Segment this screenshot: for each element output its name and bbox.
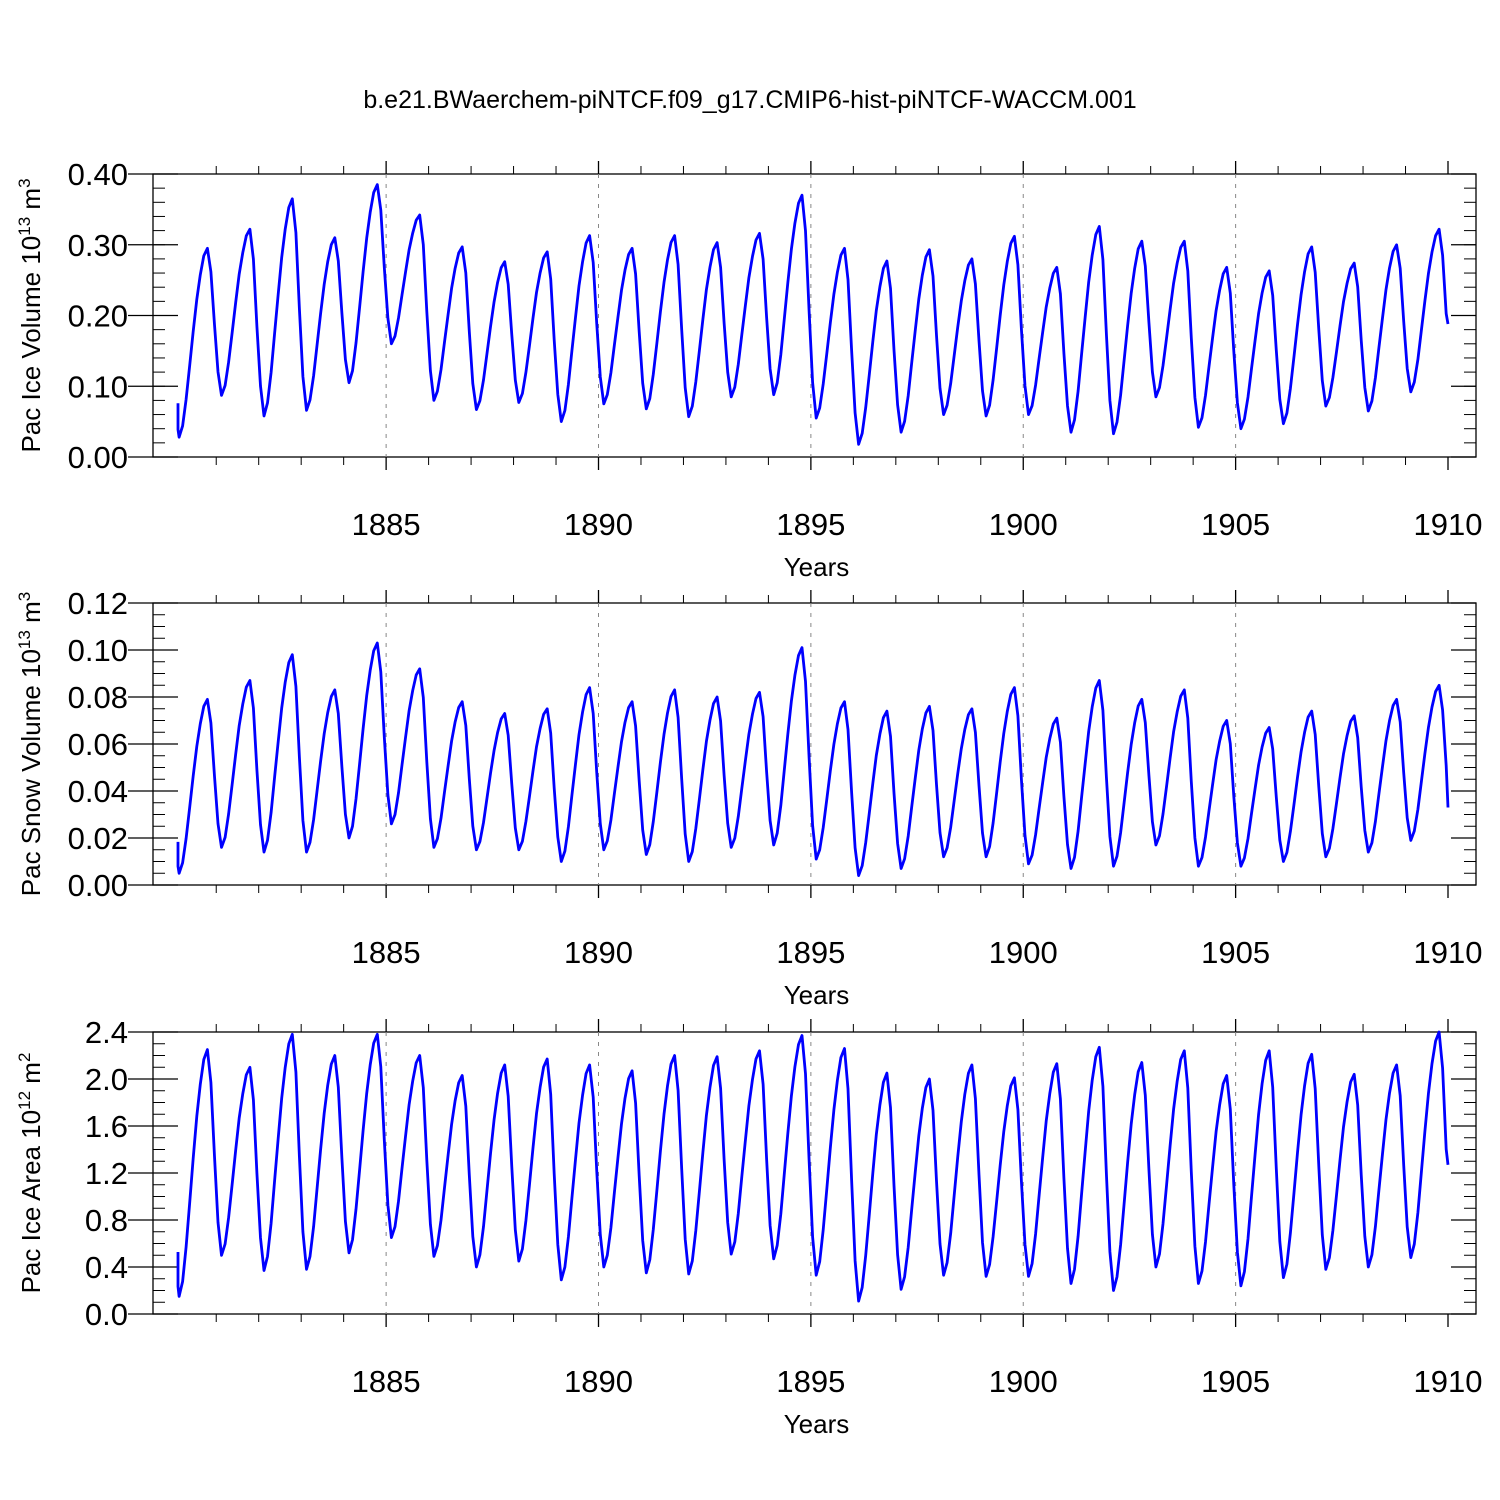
series-line xyxy=(176,1030,1450,1303)
x-tick-label: 1900 xyxy=(989,1364,1058,1399)
y-tick-label: 0.02 xyxy=(68,821,128,856)
x-tick-label: 1885 xyxy=(352,1364,421,1399)
y-axis-label: Pac Ice Area 1012 m2 xyxy=(15,1053,46,1294)
x-tick-label: 1905 xyxy=(1201,935,1270,970)
y-tick-label: 0.00 xyxy=(68,868,128,903)
chart-title: b.e21.BWaerchem-piNTCF.f09_g17.CMIP6-his… xyxy=(363,86,1137,114)
x-tick-label: 1910 xyxy=(1414,1364,1483,1399)
x-tick-label: 1885 xyxy=(352,507,421,542)
x-axis-label: Years xyxy=(784,552,850,582)
series-line xyxy=(176,183,1450,446)
y-tick-label: 0.40 xyxy=(68,157,128,192)
x-tick-label: 1895 xyxy=(776,507,845,542)
x-tick-label: 1900 xyxy=(989,935,1058,970)
x-axis-label: Years xyxy=(784,1409,850,1439)
y-tick-label: 1.6 xyxy=(85,1109,128,1144)
y-tick-label: 0.30 xyxy=(68,228,128,263)
x-tick-label: 1895 xyxy=(776,1364,845,1399)
y-tick-label: 0.00 xyxy=(68,440,128,475)
y-tick-label: 0.04 xyxy=(68,774,128,809)
y-tick-label: 0.12 xyxy=(68,586,128,621)
panel-snow-volume: 1885 1890 1895 1900 1905 1910 0.00 0.02 0.04 0.06… xyxy=(15,586,1482,1010)
x-tick-label: 1910 xyxy=(1414,507,1483,542)
y-tick-label: 0.06 xyxy=(68,727,128,762)
y-tick-label: 0.10 xyxy=(68,633,128,668)
y-axis-label: Pac Snow Volume 1013 m3 xyxy=(15,592,46,896)
y-tick-label: 2.4 xyxy=(85,1015,128,1050)
x-tick-label: 1910 xyxy=(1414,935,1483,970)
x-axis-label: Years xyxy=(784,980,850,1010)
y-tick-label: 0.0 xyxy=(85,1297,128,1332)
panel-ice-area: 1885 1890 1895 1900 1905 1910 0.0 0.4 0.8 1.2 1.6 2… xyxy=(15,1015,1482,1439)
x-tick-label: 1905 xyxy=(1201,1364,1270,1399)
y-tick-label: 0.08 xyxy=(68,680,128,715)
y-tick-label: 0.4 xyxy=(85,1250,128,1285)
x-tick-label: 1890 xyxy=(564,1364,633,1399)
y-tick-label: 1.2 xyxy=(85,1156,128,1191)
x-tick-label: 1895 xyxy=(776,935,845,970)
y-tick-label: 0.20 xyxy=(68,299,128,334)
x-tick-label: 1885 xyxy=(352,935,421,970)
series-line xyxy=(176,641,1450,877)
y-axis-label: Pac Ice Volume 1013 m3 xyxy=(15,178,46,452)
x-tick-label: 1890 xyxy=(564,935,633,970)
y-tick-label: 2.0 xyxy=(85,1062,128,1097)
x-tick-label: 1890 xyxy=(564,507,633,542)
y-tick-label: 0.8 xyxy=(85,1203,128,1238)
x-tick-label: 1900 xyxy=(989,507,1058,542)
panel-ice-volume: 1885 1890 1895 1900 1905 1910 0.00 0.10 0.20 0.30… xyxy=(15,157,1482,582)
y-tick-label: 0.10 xyxy=(68,369,128,404)
x-tick-label: 1905 xyxy=(1201,507,1270,542)
